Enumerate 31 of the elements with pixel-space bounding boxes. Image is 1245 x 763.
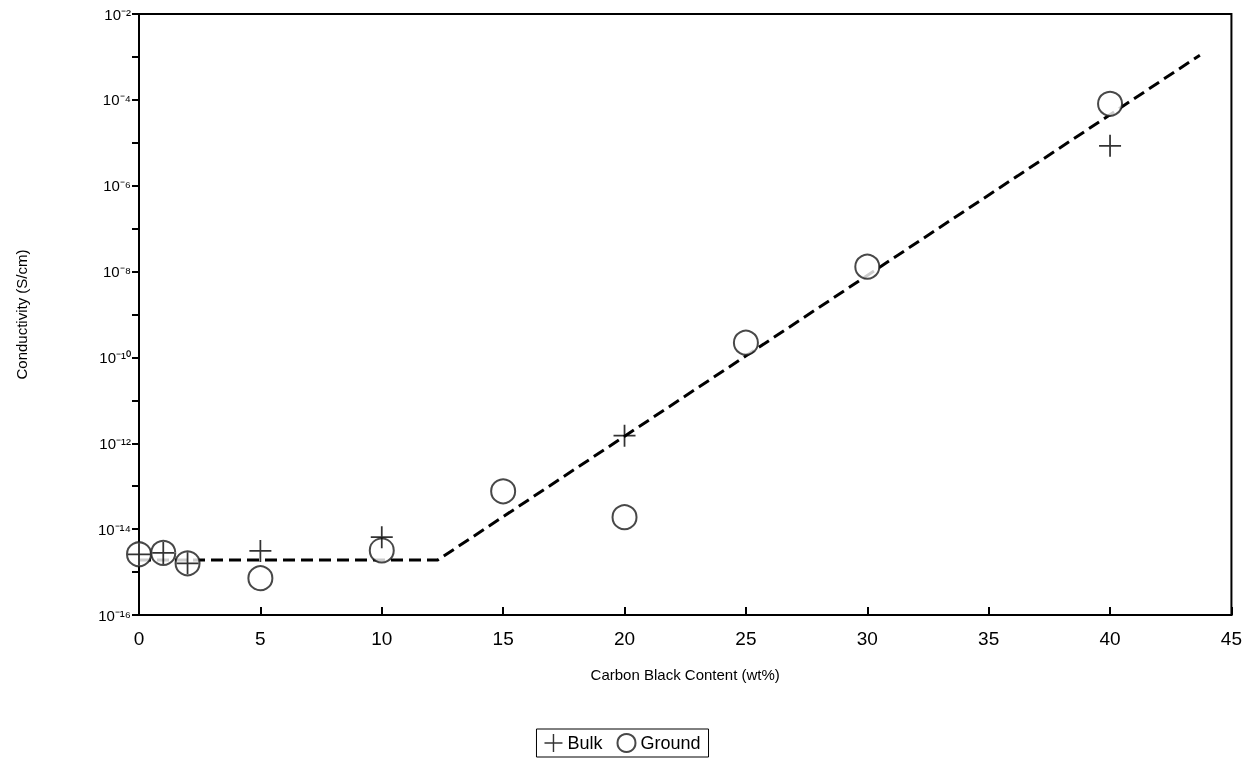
point <box>732 329 759 356</box>
legend-label: Bulk <box>567 733 604 753</box>
x-tick-label: 20 <box>613 628 636 649</box>
y-tick-label: 10⁻⁸ <box>102 263 131 281</box>
point <box>611 504 638 531</box>
point <box>854 253 881 280</box>
x-tick-label: 25 <box>735 628 757 649</box>
x-tick-label: 40 <box>1099 628 1121 649</box>
x-tick-label: 15 <box>492 628 514 649</box>
x-tick-label: 0 <box>133 628 145 649</box>
point <box>370 526 393 549</box>
point <box>1099 134 1122 157</box>
y-tick-label: 10⁻⁶ <box>103 177 131 195</box>
x-tick-label: 45 <box>1220 628 1242 649</box>
y-tick-label: 10⁻¹⁴ <box>97 520 131 538</box>
y-tick-label: 10⁻² <box>104 5 131 23</box>
y-tick-label: 10⁻¹⁰ <box>99 348 131 366</box>
y-axis-title: Conductivity (S/cm) <box>13 249 30 380</box>
point <box>1097 90 1124 117</box>
x-tick-label: 35 <box>978 628 1000 649</box>
x-tick-label: 10 <box>371 628 393 649</box>
legend-label: Ground <box>640 733 701 753</box>
point <box>247 565 274 592</box>
y-tick-label: 10⁻⁴ <box>102 91 131 109</box>
y-tick-label: 10⁻¹⁶ <box>98 606 131 624</box>
point <box>490 478 517 505</box>
point <box>368 537 395 564</box>
x-tick-label: 5 <box>255 628 266 649</box>
x-tick-label: 30 <box>856 628 878 649</box>
x-axis-title: Carbon Black Content (wt%) <box>590 666 780 683</box>
y-tick-label: 10⁻¹² <box>99 434 131 452</box>
